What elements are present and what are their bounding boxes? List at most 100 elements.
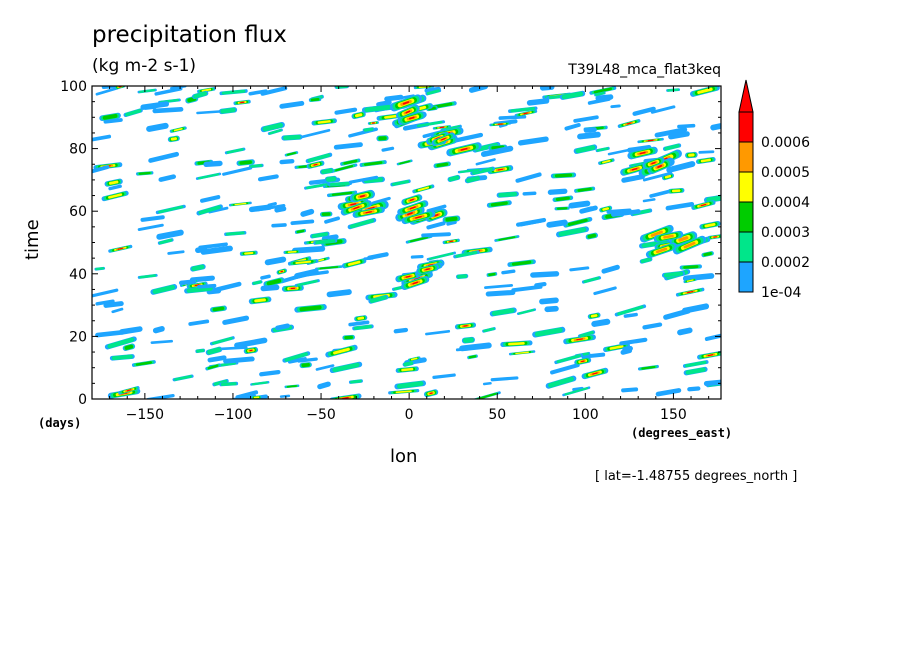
colorbar-swatch [738, 171, 754, 203]
precip-streak [480, 145, 514, 157]
precip-streak [108, 184, 122, 191]
precip-streak [350, 203, 357, 206]
precip-streak [213, 379, 228, 386]
colorbar: 1e-04 0.0002 0.0003 0.0004 0.0005 0.0006 [738, 79, 810, 301]
precip-streak [601, 264, 620, 274]
precip-streak [626, 122, 632, 125]
precip-streak [260, 284, 280, 292]
precip-streak [111, 307, 124, 314]
precip-streak [654, 127, 688, 138]
precip-streak [95, 267, 105, 271]
precip-streak [207, 364, 219, 370]
precip-streak [490, 376, 519, 382]
precip-streak [186, 286, 213, 293]
precip-streak [441, 137, 446, 141]
precip-streak [286, 151, 297, 156]
y-tick-label: 100 [60, 79, 87, 95]
precip-streak [197, 173, 220, 180]
precip-streak [401, 94, 415, 99]
precip-streak [455, 347, 470, 352]
x-tick-label: −150 [126, 407, 164, 423]
precip-streak [403, 361, 414, 367]
precip-streak [92, 288, 119, 298]
precip-streak [347, 260, 361, 266]
precip-streak [409, 236, 429, 243]
precip-streak [313, 163, 318, 166]
precip-streak [526, 98, 550, 106]
precip-streak [568, 200, 591, 209]
precip-streak [342, 397, 349, 399]
precip-streak [664, 174, 672, 179]
precip-streak [617, 305, 644, 316]
precip-streak [408, 116, 415, 120]
precip-streak [530, 271, 560, 278]
precip-streak [119, 326, 143, 335]
precip-streak [517, 136, 549, 146]
precip-streak [546, 219, 568, 228]
precip-streak [196, 349, 205, 353]
precip-streak [651, 161, 656, 165]
precip-streak [367, 252, 389, 260]
precip-streak [456, 274, 468, 279]
precip-streak [287, 250, 297, 254]
precip-streak [564, 387, 589, 396]
precip-streak [252, 280, 262, 285]
precip-streak [416, 120, 443, 128]
precip-streak [117, 247, 123, 250]
precip-streak [317, 381, 331, 390]
precip-streak [593, 87, 612, 94]
precip-streak [515, 351, 529, 355]
run-label: T39L48_mca_flat3keq [568, 62, 721, 78]
precip-streak [704, 223, 716, 228]
precip-streak [579, 205, 598, 214]
precip-streak [497, 168, 503, 171]
precip-streak [255, 204, 286, 212]
precip-streak [434, 213, 439, 217]
precip-streak [332, 362, 360, 373]
precip-streak [279, 100, 305, 109]
precip-streak [198, 205, 221, 215]
precip-streak [593, 286, 617, 296]
precip-streak [687, 386, 701, 392]
precip-streak [279, 394, 291, 398]
precip-streak [587, 233, 597, 239]
precip-streak [284, 352, 308, 362]
precip-streak [158, 205, 184, 214]
precip-streak [483, 327, 495, 333]
precip-streak [92, 134, 112, 142]
precip-streak [577, 131, 601, 140]
precip-streak [490, 201, 508, 207]
precip-streak [468, 86, 489, 93]
precip-streak [203, 160, 223, 168]
precip-streak [326, 289, 352, 298]
precip-streak [335, 164, 354, 172]
precip-streak [140, 101, 170, 110]
precip-streak [92, 165, 110, 174]
precip-streak [703, 252, 712, 257]
precip-streak [650, 230, 663, 237]
precip-streak [640, 257, 652, 264]
precip-streak [139, 274, 157, 279]
precip-streak [191, 264, 205, 272]
precip-streak [668, 131, 690, 140]
x-tick-label: −50 [306, 407, 336, 423]
precip-streak [466, 176, 481, 183]
precip-streak [515, 172, 542, 183]
precip-streak [300, 208, 315, 217]
precip-streak [296, 279, 318, 287]
precip-streak [409, 206, 416, 210]
x-ticks: −150 −100 −50 0 50 100 150 [109, 86, 710, 423]
precip-streak [697, 87, 713, 94]
precip-streak [329, 181, 351, 187]
precip-streak [706, 195, 721, 203]
precip-streak [410, 357, 418, 361]
precip-streak [107, 337, 135, 349]
x-axis-label: lon [390, 446, 418, 467]
precip-streak [424, 86, 441, 93]
precip-streak [602, 207, 610, 211]
precip-streak [103, 301, 124, 308]
precip-streak [611, 209, 641, 217]
precip-streak [583, 276, 600, 284]
precip-streak [363, 161, 383, 166]
precip-streak [371, 196, 391, 205]
